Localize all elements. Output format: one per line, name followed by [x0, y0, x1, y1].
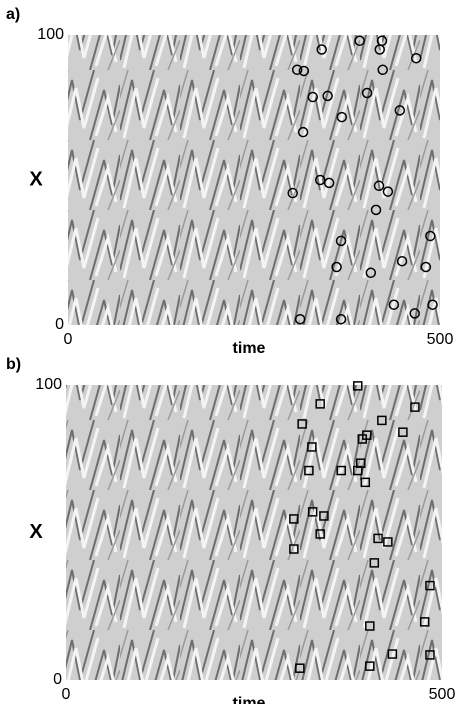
plot-background	[68, 35, 440, 325]
marker	[287, 187, 298, 199]
marker	[425, 230, 436, 242]
marker	[388, 299, 400, 310]
marker	[427, 299, 438, 310]
marker	[314, 174, 326, 186]
y-tick-label: 100	[37, 26, 64, 43]
marker	[410, 402, 420, 412]
marker	[356, 458, 366, 468]
marker	[336, 111, 348, 123]
marker	[409, 308, 420, 319]
y-tick-label: 0	[53, 671, 62, 688]
marker	[307, 507, 318, 517]
marker	[289, 544, 299, 554]
marker	[322, 90, 333, 102]
marker	[377, 415, 387, 426]
x-tick-label: 0	[62, 686, 71, 703]
marker	[365, 621, 375, 631]
marker	[304, 465, 314, 476]
marker	[377, 64, 388, 76]
marker	[360, 477, 371, 488]
marker	[289, 514, 299, 524]
marker	[319, 511, 329, 521]
marker	[336, 465, 346, 476]
marker	[420, 261, 432, 273]
marker	[331, 261, 342, 273]
y-axis-label: X	[29, 168, 43, 190]
marker	[425, 580, 435, 591]
y-axis-label: X	[29, 521, 43, 543]
x-axis-label: time	[233, 695, 266, 704]
marker	[382, 186, 394, 197]
marker	[357, 434, 368, 444]
marker	[369, 558, 380, 568]
x-tick-label: 0	[64, 331, 73, 348]
marker	[294, 313, 306, 325]
marker	[373, 533, 383, 544]
marker	[370, 204, 382, 216]
marker	[295, 663, 305, 673]
marker	[398, 427, 408, 437]
panel-label: b)	[6, 356, 21, 373]
marker	[316, 44, 327, 55]
marker	[335, 235, 347, 247]
marker	[419, 617, 430, 627]
y-tick-label: 0	[55, 316, 64, 333]
marker	[394, 105, 406, 116]
marker	[361, 87, 373, 99]
x-tick-label: 500	[429, 686, 456, 703]
marker	[425, 650, 435, 660]
marker	[291, 64, 303, 76]
plot-background	[66, 385, 442, 680]
marker	[387, 649, 398, 659]
marker	[307, 91, 319, 103]
marker	[396, 255, 408, 267]
panel-label: a)	[6, 6, 20, 23]
marker	[315, 399, 325, 409]
marker	[353, 381, 363, 391]
marker	[354, 35, 365, 47]
marker	[335, 313, 347, 325]
marker	[365, 267, 377, 279]
marker	[365, 661, 375, 671]
y-tick-label: 100	[35, 376, 62, 393]
marker	[373, 180, 385, 192]
marker	[298, 65, 310, 77]
marker	[383, 537, 393, 547]
marker	[307, 442, 317, 452]
marker	[297, 419, 307, 429]
x-tick-label: 500	[427, 331, 454, 348]
marker	[297, 126, 309, 138]
marker	[410, 52, 422, 64]
marker	[376, 35, 388, 47]
x-axis-label: time	[233, 340, 266, 357]
marker	[315, 529, 325, 539]
marker	[323, 177, 335, 189]
